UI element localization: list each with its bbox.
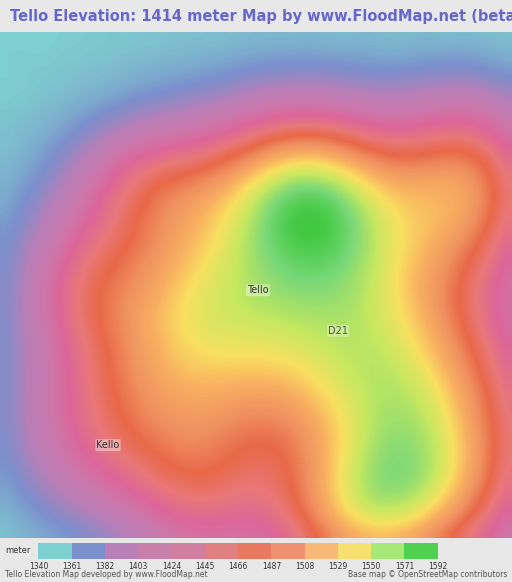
Text: 1382: 1382 [95,562,115,572]
Text: 1361: 1361 [62,562,81,572]
FancyBboxPatch shape [305,542,338,559]
FancyBboxPatch shape [172,542,205,559]
FancyBboxPatch shape [105,542,138,559]
Text: Tello: Tello [247,285,269,295]
Text: meter: meter [5,546,31,555]
Text: 1550: 1550 [361,562,381,572]
Text: Tello Elevation Map developed by www.FloodMap.net: Tello Elevation Map developed by www.Flo… [5,570,208,579]
FancyBboxPatch shape [371,542,404,559]
Text: 1424: 1424 [162,562,181,572]
Text: Base map © OpenStreetMap contributors: Base map © OpenStreetMap contributors [348,570,507,579]
Text: 1340: 1340 [29,562,48,572]
Text: 1571: 1571 [395,562,414,572]
Text: Tello Elevation: 1414 meter Map by www.FloodMap.net (beta): Tello Elevation: 1414 meter Map by www.F… [10,9,512,23]
FancyBboxPatch shape [338,542,371,559]
Text: 1466: 1466 [228,562,248,572]
Text: 1529: 1529 [328,562,348,572]
Text: Kello: Kello [96,440,120,450]
Text: 1508: 1508 [295,562,314,572]
Text: D21: D21 [328,326,348,336]
Text: 1592: 1592 [428,562,447,572]
Text: 1487: 1487 [262,562,281,572]
FancyBboxPatch shape [138,542,172,559]
FancyBboxPatch shape [38,542,72,559]
FancyBboxPatch shape [271,542,305,559]
FancyBboxPatch shape [238,542,271,559]
FancyBboxPatch shape [205,542,238,559]
Text: 1445: 1445 [195,562,215,572]
FancyBboxPatch shape [404,542,438,559]
Text: 1403: 1403 [129,562,148,572]
FancyBboxPatch shape [72,542,105,559]
